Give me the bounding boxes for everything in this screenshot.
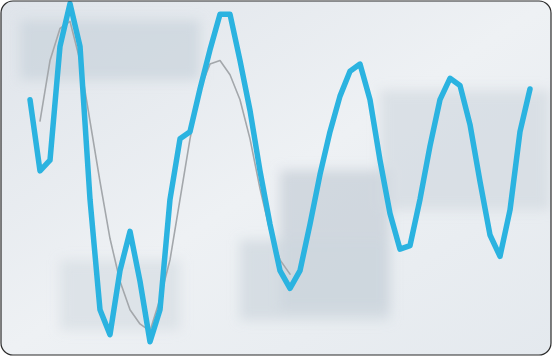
- background: [1, 1, 551, 355]
- background-patch: [240, 240, 390, 320]
- line-series: [30, 4, 530, 342]
- background-patch: [20, 20, 200, 80]
- chart: [0, 0, 552, 356]
- plot-area: [30, 4, 530, 342]
- plot-frame: [1, 1, 551, 355]
